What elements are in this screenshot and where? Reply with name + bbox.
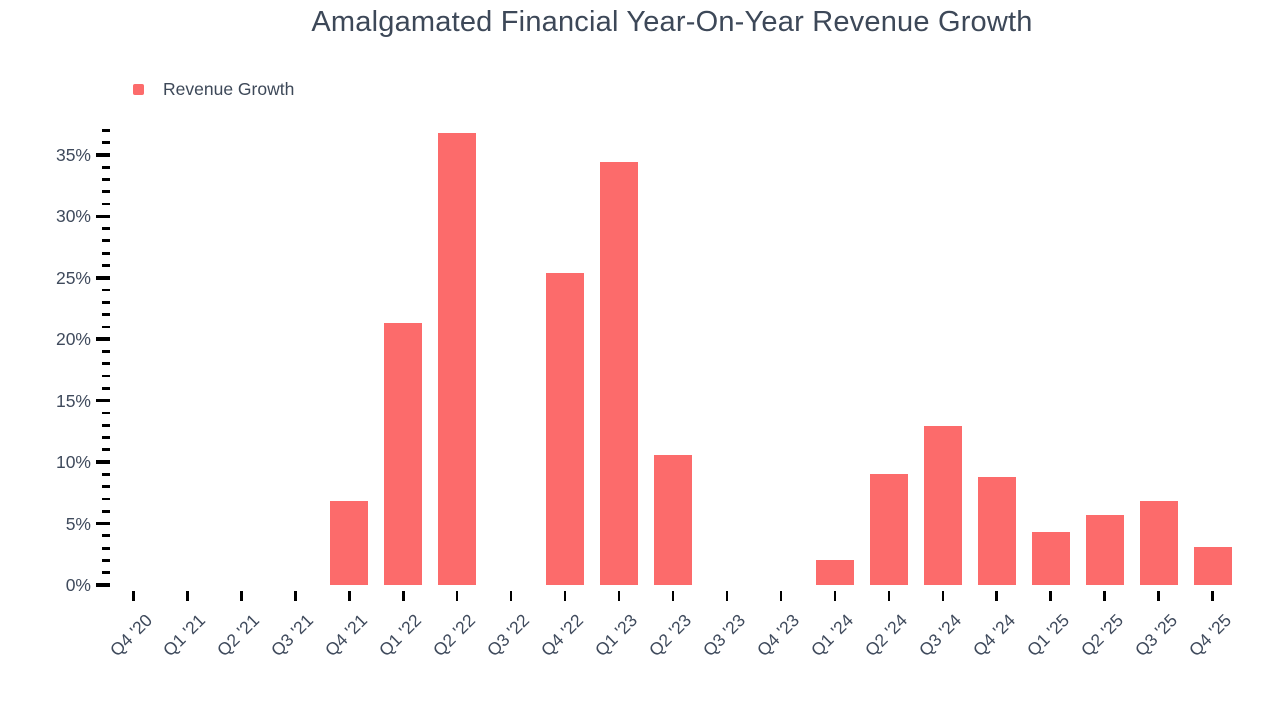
y-minor-tick <box>102 202 110 206</box>
y-major-tick <box>96 276 110 280</box>
y-minor-tick <box>102 472 110 476</box>
y-tick-label: 30% <box>55 206 91 227</box>
bar <box>1139 501 1178 585</box>
y-minor-tick <box>102 497 110 501</box>
x-tick <box>348 591 351 601</box>
y-minor-tick <box>102 559 110 562</box>
chart-title: Amalgamated Financial Year-On-Year Reven… <box>311 6 1033 38</box>
y-minor-tick <box>102 300 110 304</box>
bar <box>977 476 1016 585</box>
x-tick <box>455 591 459 601</box>
y-minor-tick <box>102 325 110 329</box>
x-tick <box>833 591 837 601</box>
x-tick <box>240 591 243 601</box>
bar <box>1193 546 1232 585</box>
y-minor-tick <box>102 386 110 390</box>
y-minor-tick <box>102 227 110 230</box>
y-tick-label: 25% <box>55 267 91 288</box>
x-tick <box>995 591 998 601</box>
y-minor-tick <box>102 448 110 452</box>
y-tick-label: 35% <box>55 144 91 165</box>
x-tick <box>779 591 783 601</box>
y-minor-tick <box>102 288 110 292</box>
x-tick <box>887 591 891 601</box>
y-major-tick <box>96 460 110 464</box>
x-tick <box>186 591 189 601</box>
y-minor-tick <box>102 436 110 439</box>
bar <box>1085 514 1124 585</box>
y-tick-label: 5% <box>65 513 91 534</box>
y-major-tick <box>96 337 110 341</box>
bar <box>869 474 908 585</box>
y-minor-tick <box>102 251 110 255</box>
x-tick <box>725 591 729 601</box>
bar <box>1031 532 1070 585</box>
x-tick <box>294 591 297 601</box>
bar <box>923 426 962 585</box>
bar <box>438 132 477 585</box>
y-minor-tick <box>102 546 110 550</box>
x-tick <box>671 591 675 601</box>
y-tick-label: 15% <box>55 390 91 411</box>
y-minor-tick <box>102 128 110 132</box>
y-minor-tick <box>102 190 110 194</box>
bar <box>330 501 369 585</box>
y-tick-label: 10% <box>55 452 91 473</box>
y-minor-tick <box>102 362 110 366</box>
bar <box>546 272 585 585</box>
bar <box>600 162 639 585</box>
y-minor-tick <box>102 165 110 169</box>
y-minor-tick <box>102 534 110 538</box>
x-tick <box>941 591 944 601</box>
x-tick <box>509 591 513 601</box>
y-major-tick <box>96 521 110 526</box>
x-tick <box>1049 591 1052 601</box>
y-minor-tick <box>102 509 110 513</box>
x-tick <box>1103 591 1106 601</box>
y-major-tick <box>96 583 110 587</box>
y-minor-tick <box>102 350 110 353</box>
x-tick <box>1157 591 1160 601</box>
y-minor-tick <box>102 141 110 144</box>
x-tick-label: Q4 '20 <box>105 610 156 661</box>
y-tick-label: 0% <box>65 575 91 595</box>
x-tick <box>617 591 621 601</box>
x-tick <box>563 591 567 601</box>
bar <box>654 454 692 585</box>
y-minor-tick <box>102 239 110 243</box>
legend-swatch <box>133 84 144 95</box>
legend-label: Revenue Growth <box>163 79 295 99</box>
bar <box>384 323 423 585</box>
y-minor-tick <box>102 374 110 378</box>
x-tick <box>1211 591 1214 601</box>
legend: Revenue Growth <box>133 79 294 100</box>
y-major-tick <box>96 214 110 219</box>
y-minor-tick <box>102 571 110 575</box>
bar <box>815 560 854 585</box>
y-minor-tick <box>102 485 110 489</box>
y-minor-tick <box>102 313 110 317</box>
y-major-tick <box>96 398 110 403</box>
y-tick-label: 20% <box>55 329 91 350</box>
y-major-tick <box>96 153 110 157</box>
y-minor-tick <box>102 411 110 415</box>
y-minor-tick <box>102 264 110 267</box>
y-minor-tick <box>102 423 110 427</box>
y-minor-tick <box>102 178 110 181</box>
x-tick <box>402 591 405 601</box>
x-tick <box>132 591 135 601</box>
